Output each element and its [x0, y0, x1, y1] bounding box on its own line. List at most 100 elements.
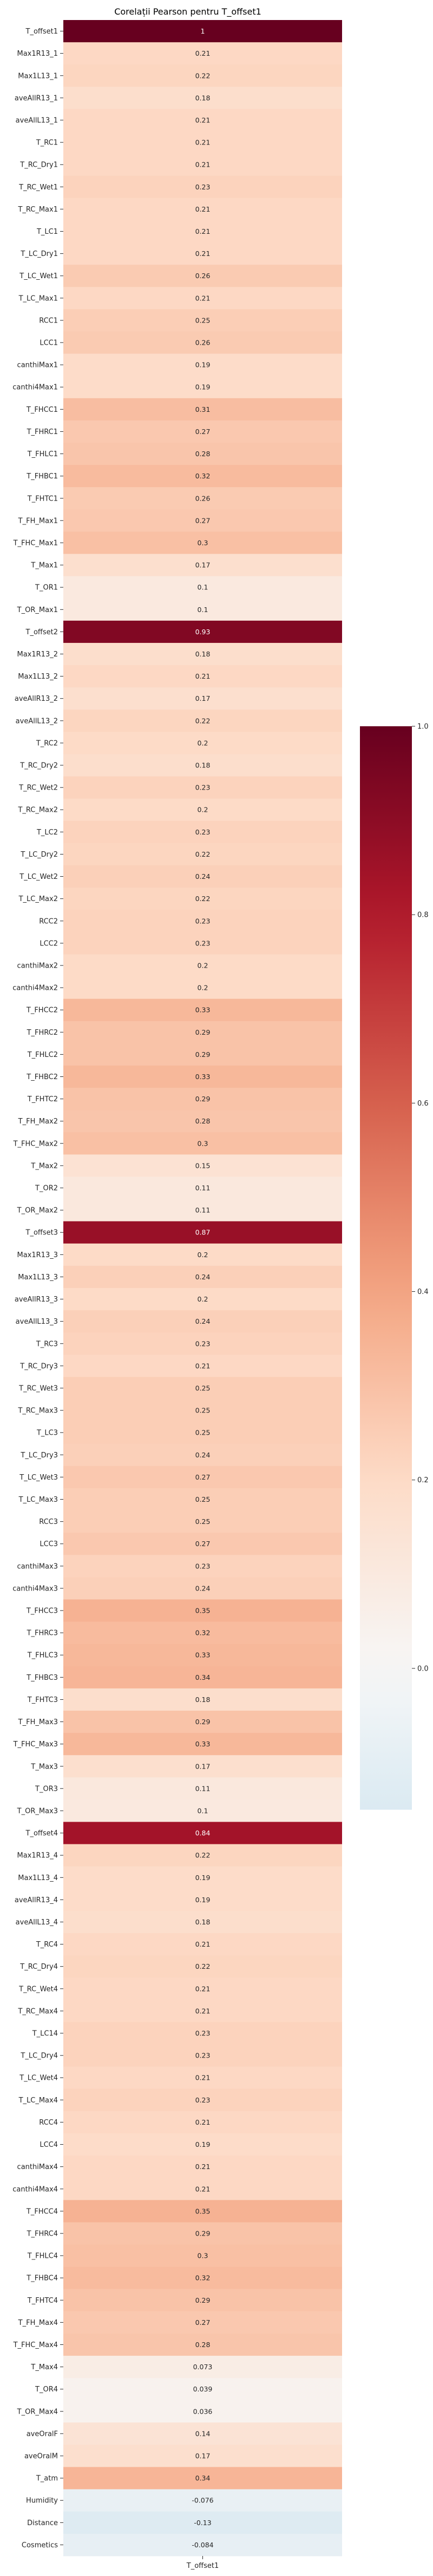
cell-value-label: 0.21	[195, 294, 211, 302]
heatmap-cell	[63, 2178, 342, 2200]
cell-value-label: 0.17	[195, 561, 211, 569]
heatmap-cell	[63, 265, 342, 287]
cell-value-label: 0.21	[195, 205, 211, 213]
y-tick-label: Distance	[27, 2519, 58, 2527]
heatmap-cell	[63, 242, 342, 265]
heatmap-cell	[63, 1888, 342, 1911]
cell-value-label: 0.24	[195, 1273, 211, 1281]
y-tick-label: T_LC_Wet2	[19, 873, 58, 881]
heatmap-cell	[63, 1466, 342, 1489]
cell-value-label: 0.27	[195, 2318, 211, 2327]
heatmap-cell	[63, 1666, 342, 1689]
cell-value-label: 0.31	[195, 405, 211, 413]
cell-value-label: 0.21	[195, 1362, 211, 1370]
y-tick-label: T_RC_Max3	[17, 1407, 58, 1415]
heatmap-cell	[63, 843, 342, 866]
y-tick-label: T_OR_Max4	[17, 2408, 58, 2416]
cell-value-label: 0.3	[198, 538, 208, 547]
heatmap-cell	[63, 2111, 342, 2134]
y-tick-label: T_RC_Dry1	[19, 161, 58, 169]
heatmap-cell	[63, 509, 342, 532]
heatmap-cell	[63, 465, 342, 488]
cell-value-label: 0.22	[195, 71, 211, 80]
x-tick-label: T_offset1	[186, 2562, 219, 2570]
y-tick-label: T_FHBC1	[26, 472, 58, 481]
cell-value-label: 0.33	[195, 1073, 211, 1081]
cell-value-label: 0.23	[195, 2096, 211, 2104]
heatmap-cell	[63, 1955, 342, 1978]
y-tick-label: T_FHC_Max1	[13, 539, 58, 547]
cell-value-label: 0.18	[195, 761, 211, 770]
heatmap-cell	[63, 1221, 342, 1244]
y-tick-label: T_RC1	[36, 139, 58, 147]
y-tick-label: T_FHTC3	[27, 1696, 58, 1704]
heatmap-cell	[63, 109, 342, 132]
cell-value-label: 0.25	[195, 1517, 211, 1526]
heatmap-cell	[63, 153, 342, 176]
cell-value-label: 0.21	[195, 1940, 211, 1948]
heatmap-cell	[63, 1510, 342, 1533]
heatmap-cell	[63, 2333, 342, 2356]
heatmap-cell	[63, 2066, 342, 2089]
y-tick-label: canthi4Max2	[12, 984, 58, 993]
heatmap-cell	[63, 576, 342, 599]
cell-value-label: 0.33	[195, 1651, 211, 1659]
heatmap-cell	[63, 976, 342, 1000]
heatmap-cell	[63, 1199, 342, 1222]
heatmap-cell	[63, 1154, 342, 1177]
y-tick-label: T_RC4	[36, 1941, 58, 1949]
cell-value-label: 0.19	[195, 383, 211, 391]
heatmap-cell	[63, 1977, 342, 2000]
y-tick-label: T_FHLC1	[27, 450, 58, 458]
cell-value-label: 0.25	[195, 316, 211, 324]
cell-value-label: 0.2	[198, 739, 208, 747]
y-tick-label: T_FHCC3	[26, 1607, 58, 1615]
heatmap-cell	[63, 487, 342, 510]
cell-value-label: 0.073	[193, 2363, 213, 2371]
y-tick-label: T_OR_Max3	[17, 1807, 58, 1815]
y-tick-label: T_RC_Dry4	[19, 1963, 58, 1971]
y-tick-label: Humidity	[26, 2497, 58, 2505]
heatmap-cell	[63, 598, 342, 621]
y-tick-label: T_OR2	[35, 1185, 58, 1193]
y-tick-label: T_LC3	[36, 1429, 58, 1437]
heatmap-cell	[63, 620, 342, 643]
cell-value-label: 0.93	[195, 628, 211, 636]
y-tick-label: canthiMax2	[17, 962, 58, 970]
heatmap-cell	[63, 331, 342, 354]
y-tick-label: T_RC_Wet4	[18, 1985, 58, 1993]
cell-value-label: 0.26	[195, 339, 211, 347]
y-tick-label: T_LC_Max4	[18, 2097, 58, 2105]
heatmap-cell	[63, 1132, 342, 1155]
cell-value-label: 0.27	[195, 1473, 211, 1481]
y-tick-label: T_LC_Dry3	[20, 1451, 58, 1460]
cell-value-label: -0.084	[192, 2541, 213, 2549]
y-tick-label: T_LC_Dry4	[20, 2052, 58, 2060]
heatmap-cell	[63, 2422, 342, 2445]
y-tick-label: aveOralF	[27, 2430, 58, 2438]
y-tick-label: aveOralM	[24, 2453, 58, 2461]
heatmap-cell	[63, 1355, 342, 1377]
cell-value-label: 0.22	[195, 1962, 211, 1970]
cell-value-label: 0.3	[198, 1139, 208, 1147]
cell-value-label: 0.2	[198, 1251, 208, 1259]
heatmap-cell	[63, 198, 342, 221]
y-tick-label: T_RC_Max2	[17, 806, 58, 814]
cell-value-label: 0.22	[195, 895, 211, 903]
y-tick-label: T_FHBC2	[26, 1073, 58, 1081]
y-tick-label: T_FH_Max2	[18, 1118, 58, 1126]
y-tick-label: LCC2	[40, 939, 58, 948]
heatmap-cell	[63, 1399, 342, 1422]
cell-value-label: 0.19	[195, 1874, 211, 1882]
cell-value-label: 0.22	[195, 1851, 211, 1859]
heatmap-cell	[63, 2356, 342, 2378]
heatmap-cell	[63, 910, 342, 932]
cell-value-label: 0.23	[195, 939, 211, 947]
y-tick-label: Max1R13_4	[17, 1852, 58, 1860]
heatmap-cell	[63, 665, 342, 688]
y-tick-label: T_FHBC4	[26, 2275, 58, 2283]
heatmap-cell	[63, 1421, 342, 1444]
y-tick-label: Max1R13_1	[17, 50, 58, 58]
heatmap-cell	[63, 932, 342, 955]
cell-value-label: 0.18	[195, 94, 211, 102]
